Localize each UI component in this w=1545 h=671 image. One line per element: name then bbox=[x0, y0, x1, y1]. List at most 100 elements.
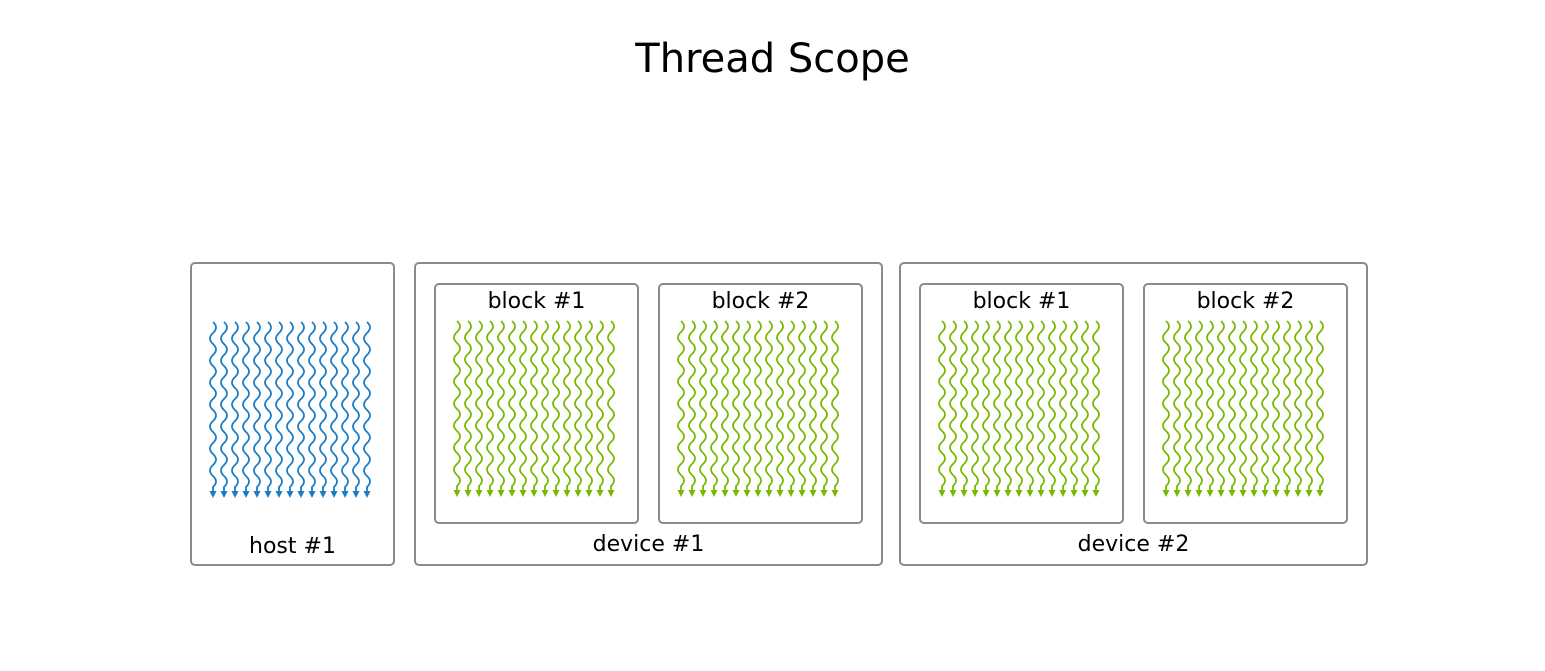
arrowhead-icon bbox=[1239, 490, 1247, 497]
wavy-thread-icon bbox=[1015, 320, 1023, 491]
arrowhead-icon bbox=[1228, 490, 1236, 497]
arrowhead-icon bbox=[1015, 490, 1023, 497]
arrowhead-icon bbox=[776, 490, 784, 497]
arrowhead-icon bbox=[475, 490, 483, 497]
wavy-thread-icon bbox=[308, 321, 316, 492]
wavy-thread-icon bbox=[1081, 320, 1089, 491]
arrowhead-icon bbox=[519, 490, 527, 497]
device-label: device #2 bbox=[1077, 532, 1190, 557]
arrowhead-icon bbox=[297, 491, 305, 498]
arrowhead-icon bbox=[831, 490, 839, 497]
arrowhead-icon bbox=[721, 490, 729, 497]
device-box-1: block #1 block #2 device #1 bbox=[414, 262, 883, 566]
wavy-thread-icon bbox=[787, 320, 795, 491]
wavy-thread-icon bbox=[1173, 320, 1181, 491]
wavy-thread-icon bbox=[486, 320, 494, 491]
arrowhead-icon bbox=[688, 490, 696, 497]
wavy-thread-icon bbox=[574, 320, 582, 491]
wavy-thread-icon bbox=[453, 320, 461, 491]
wavy-thread-icon bbox=[1048, 320, 1056, 491]
wavy-thread-icon bbox=[1026, 320, 1034, 491]
arrowhead-icon bbox=[1217, 490, 1225, 497]
wavy-thread-icon bbox=[508, 320, 516, 491]
arrowhead-icon bbox=[1305, 490, 1313, 497]
wavy-thread-icon bbox=[710, 320, 718, 491]
wavy-thread-icon bbox=[754, 320, 762, 491]
wavy-thread-icon bbox=[831, 320, 839, 491]
host-threads bbox=[209, 321, 371, 498]
block-label: block #1 bbox=[487, 289, 586, 314]
arrowhead-icon bbox=[1184, 490, 1192, 497]
arrowhead-icon bbox=[1081, 490, 1089, 497]
wavy-thread-icon bbox=[1059, 320, 1067, 491]
diagram-title: Thread Scope bbox=[635, 36, 910, 82]
arrowhead-icon bbox=[787, 490, 795, 497]
wavy-thread-icon bbox=[286, 321, 294, 492]
arrowhead-icon bbox=[743, 490, 751, 497]
wavy-thread-icon bbox=[585, 320, 593, 491]
arrowhead-icon bbox=[497, 490, 505, 497]
device-box-2: block #1 block #2 device #2 bbox=[899, 262, 1368, 566]
arrowhead-icon bbox=[330, 491, 338, 498]
wavy-thread-icon bbox=[1283, 320, 1291, 491]
arrowhead-icon bbox=[1037, 490, 1045, 497]
device-1-block-1: block #1 bbox=[434, 283, 639, 524]
arrowhead-icon bbox=[1092, 490, 1100, 497]
arrowhead-icon bbox=[253, 491, 261, 498]
wavy-thread-icon bbox=[776, 320, 784, 491]
wavy-thread-icon bbox=[552, 320, 560, 491]
arrowhead-icon bbox=[486, 490, 494, 497]
arrowhead-icon bbox=[1173, 490, 1181, 497]
wavy-thread-icon bbox=[363, 321, 371, 492]
arrowhead-icon bbox=[607, 490, 615, 497]
wavy-thread-icon bbox=[960, 320, 968, 491]
arrowhead-icon bbox=[820, 490, 828, 497]
arrowhead-icon bbox=[530, 490, 538, 497]
wavy-thread-icon bbox=[1250, 320, 1258, 491]
arrowhead-icon bbox=[732, 490, 740, 497]
wavy-thread-icon bbox=[1195, 320, 1203, 491]
arrowhead-icon bbox=[563, 490, 571, 497]
device-1-block-2: block #2 bbox=[658, 283, 863, 524]
arrowhead-icon bbox=[341, 491, 349, 498]
arrowhead-icon bbox=[319, 491, 327, 498]
wavy-thread-icon bbox=[275, 321, 283, 492]
arrowhead-icon bbox=[1206, 490, 1214, 497]
wavy-thread-icon bbox=[297, 321, 305, 492]
wavy-thread-icon bbox=[231, 321, 239, 492]
device-2-block-1: block #1 bbox=[919, 283, 1124, 524]
wavy-thread-icon bbox=[1294, 320, 1302, 491]
wavy-thread-icon bbox=[1184, 320, 1192, 491]
host-label: host #1 bbox=[249, 534, 336, 559]
arrowhead-icon bbox=[1272, 490, 1280, 497]
arrowhead-icon bbox=[352, 491, 360, 498]
arrowhead-icon bbox=[1261, 490, 1269, 497]
wavy-thread-icon bbox=[341, 321, 349, 492]
arrowhead-icon bbox=[574, 490, 582, 497]
wavy-thread-icon bbox=[464, 320, 472, 491]
arrowhead-icon bbox=[809, 490, 817, 497]
wavy-thread-icon bbox=[721, 320, 729, 491]
wavy-thread-icon bbox=[809, 320, 817, 491]
block-label: block #2 bbox=[1196, 289, 1295, 314]
arrowhead-icon bbox=[1059, 490, 1067, 497]
wavy-thread-icon bbox=[209, 321, 217, 492]
wavy-thread-icon bbox=[798, 320, 806, 491]
wavy-thread-icon bbox=[1070, 320, 1078, 491]
device-label: device #1 bbox=[592, 532, 705, 557]
wavy-thread-icon bbox=[1037, 320, 1045, 491]
arrowhead-icon bbox=[1195, 490, 1203, 497]
arrowhead-icon bbox=[209, 491, 217, 498]
wavy-thread-icon bbox=[743, 320, 751, 491]
arrowhead-icon bbox=[971, 490, 979, 497]
arrowhead-icon bbox=[949, 490, 957, 497]
arrowhead-icon bbox=[242, 491, 250, 498]
arrowhead-icon bbox=[699, 490, 707, 497]
arrowhead-icon bbox=[508, 490, 516, 497]
wavy-thread-icon bbox=[688, 320, 696, 491]
block-threads bbox=[1162, 320, 1324, 497]
arrowhead-icon bbox=[677, 490, 685, 497]
arrowhead-icon bbox=[938, 490, 946, 497]
arrowhead-icon bbox=[1294, 490, 1302, 497]
arrowhead-icon bbox=[710, 490, 718, 497]
